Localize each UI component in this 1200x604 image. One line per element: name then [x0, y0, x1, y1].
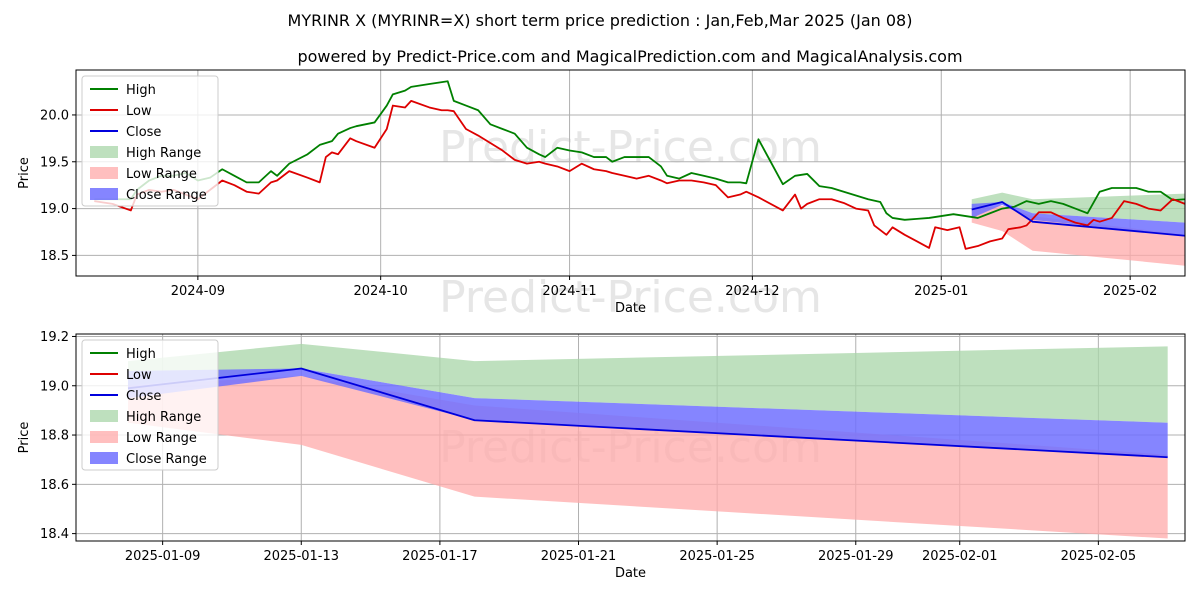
x-tick-label: 2025-01-29	[818, 549, 894, 564]
legend-swatch-close-range	[90, 452, 118, 464]
x-tick-label: 2025-01-13	[263, 549, 339, 564]
high-line	[94, 80, 1185, 221]
legend-label-close-range: Close Range	[126, 452, 207, 467]
y-tick-label: 19.2	[40, 330, 69, 345]
chart-subtitle: powered by Predict-Price.com and Magical…	[297, 47, 962, 66]
legend-label-close: Close	[126, 389, 161, 404]
close-range-band	[971, 202, 1185, 236]
y-tick-label: 19.0	[40, 202, 69, 217]
legend: High Low Close High Range Low Range Close Ran…	[81, 75, 219, 207]
legend-label-high: High	[126, 83, 156, 98]
x-tick-label: 2025-02-05	[1061, 549, 1137, 564]
x-tick-label: 2025-01-09	[125, 549, 201, 564]
close-line	[971, 201, 1185, 237]
close-range-band	[127, 368, 1168, 458]
legend-label-low-range: Low Range	[126, 167, 197, 182]
x-tick-label: 2024-12	[725, 284, 779, 299]
y-tick-label: 19.0	[40, 379, 69, 394]
legend-swatch-high-range	[90, 410, 118, 422]
legend-swatch-low-range	[90, 431, 118, 443]
y-tick-label: 19.5	[40, 155, 69, 170]
low-range-band	[971, 205, 1185, 266]
legend-label-high: High	[126, 347, 156, 362]
x-tick-label: 2025-01-25	[679, 549, 755, 564]
legend-label-close: Close	[126, 125, 161, 140]
legend-label-high-range: High Range	[126, 410, 201, 425]
y-tick-label: 18.4	[40, 527, 69, 542]
x-tick-label: 2024-10	[354, 284, 408, 299]
x-axis-label: Date	[615, 301, 646, 316]
chart-panel-1: Predict-Price.com Predict-Price.com 2024-0…	[17, 69, 1186, 323]
chart-panel-2: Predict-Price.com2025-01-092025-01-13202…	[17, 330, 1186, 581]
high-range-band	[971, 192, 1185, 223]
plot-frame	[75, 69, 1186, 277]
x-tick-label: 2025-01	[914, 284, 968, 299]
x-tick-label: 2025-01-21	[541, 549, 617, 564]
x-tick-label: 2024-11	[542, 284, 596, 299]
plot-frame	[75, 333, 1186, 542]
watermark: Predict-Price.com	[439, 122, 822, 173]
x-tick-label: 2024-09	[171, 284, 225, 299]
x-tick-label: 2025-01-17	[402, 549, 478, 564]
legend-label-low: Low	[126, 368, 152, 383]
legend-swatch-low-range	[90, 167, 118, 179]
y-tick-label: 18.5	[40, 249, 69, 264]
x-tick-label: 2025-02	[1103, 284, 1157, 299]
low-line	[94, 100, 1185, 250]
x-tick-label: 2025-02-01	[922, 549, 998, 564]
watermark: Predict-Price.com	[439, 272, 822, 323]
high-range-band	[127, 343, 1168, 423]
low-range-band	[127, 375, 1168, 539]
legend-label-high-range: High Range	[126, 146, 201, 161]
x-axis-label: Date	[615, 566, 646, 581]
chart-title: MYRINR X (MYRINR=X) short term price pre…	[288, 11, 913, 30]
legend-swatch-close-range	[90, 188, 118, 200]
plot-area	[94, 80, 1185, 266]
y-axis-label: Price	[17, 422, 32, 454]
legend-label-low-range: Low Range	[126, 431, 197, 446]
y-tick-label: 20.0	[40, 108, 69, 123]
legend-label-close-range: Close Range	[126, 188, 207, 203]
legend-swatch-high-range	[90, 146, 118, 158]
plot-area	[127, 343, 1168, 539]
y-axis-label: Price	[17, 157, 32, 189]
y-tick-label: 18.6	[40, 478, 69, 493]
legend: High Low Close High Range Low Range Close Ran…	[81, 339, 219, 471]
y-tick-label: 18.8	[40, 429, 69, 444]
legend-label-low: Low	[126, 104, 152, 119]
